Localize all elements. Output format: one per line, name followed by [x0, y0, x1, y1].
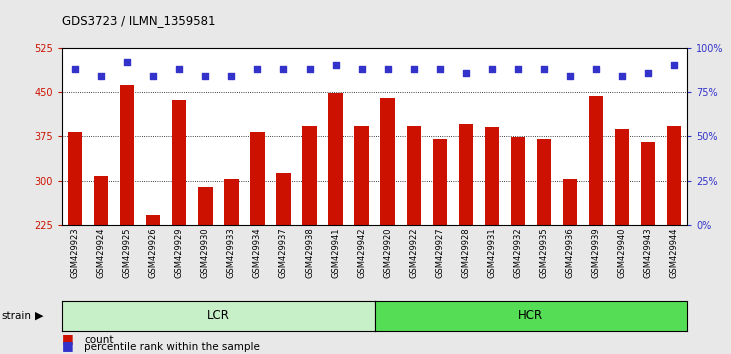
Point	[434, 66, 446, 72]
Text: strain: strain	[1, 311, 31, 321]
Bar	[250, 132, 265, 225]
Bar	[485, 127, 499, 225]
Bar	[406, 126, 421, 225]
Point	[251, 66, 263, 72]
Bar	[458, 125, 473, 225]
Point	[95, 73, 107, 79]
Point	[278, 66, 289, 72]
Point	[616, 73, 628, 79]
Bar	[511, 137, 525, 225]
Point	[486, 66, 498, 72]
Bar	[563, 179, 577, 225]
Text: percentile rank within the sample: percentile rank within the sample	[84, 342, 260, 352]
Bar	[667, 126, 681, 225]
Bar	[589, 96, 603, 225]
Point	[226, 73, 238, 79]
Text: ■: ■	[62, 332, 74, 345]
Point	[408, 66, 420, 72]
Point	[382, 66, 393, 72]
Point	[590, 66, 602, 72]
Point	[200, 73, 211, 79]
Bar	[68, 132, 83, 225]
Bar	[537, 139, 551, 225]
Point	[538, 66, 550, 72]
Bar	[381, 98, 395, 225]
Point	[564, 73, 576, 79]
Bar	[276, 173, 291, 225]
Point	[643, 70, 654, 75]
Bar	[328, 93, 343, 225]
Point	[330, 63, 341, 68]
Text: HCR: HCR	[518, 309, 543, 322]
Point	[356, 66, 368, 72]
Point	[303, 66, 315, 72]
Point	[668, 63, 680, 68]
Text: GDS3723 / ILMN_1359581: GDS3723 / ILMN_1359581	[62, 13, 216, 27]
Bar	[198, 187, 213, 225]
Point	[512, 66, 523, 72]
Point	[69, 66, 81, 72]
Text: LCR: LCR	[207, 309, 230, 322]
Text: ▶: ▶	[35, 311, 44, 321]
Bar	[355, 126, 368, 225]
Bar	[224, 179, 238, 225]
Bar	[641, 142, 655, 225]
Point	[148, 73, 159, 79]
Bar	[94, 176, 108, 225]
Text: count: count	[84, 335, 113, 345]
Bar	[173, 100, 186, 225]
Point	[173, 66, 185, 72]
Bar	[146, 215, 160, 225]
Bar	[615, 129, 629, 225]
Bar	[303, 126, 317, 225]
Bar	[433, 139, 447, 225]
Text: ■: ■	[62, 339, 74, 352]
Point	[121, 59, 133, 65]
Point	[460, 70, 471, 75]
Bar	[120, 85, 135, 225]
